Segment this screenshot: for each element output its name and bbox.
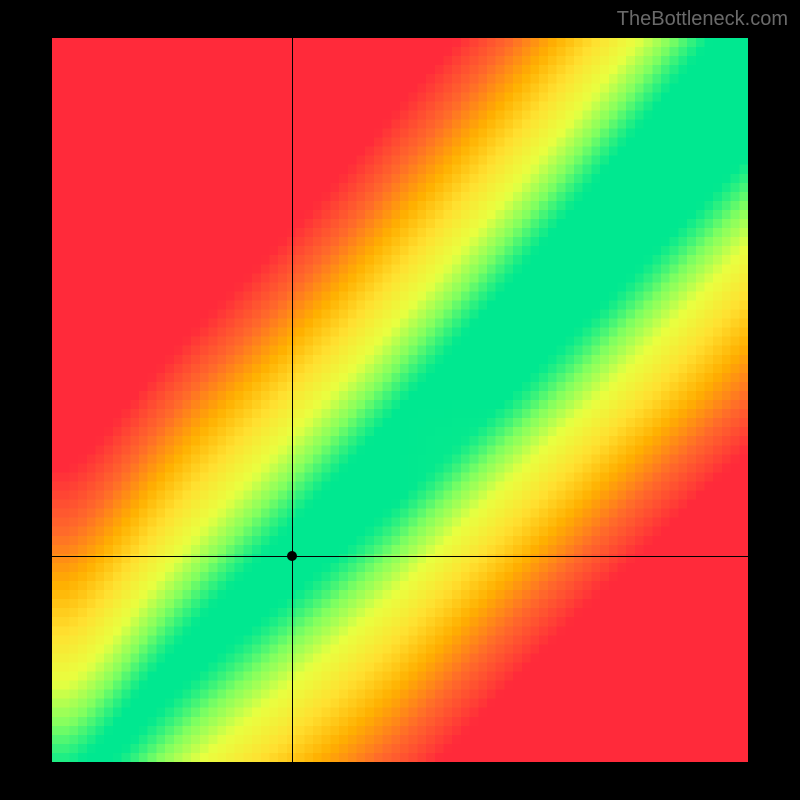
heatmap-plot-area [52, 38, 748, 762]
crosshair-vertical [292, 38, 293, 762]
watermark-text: TheBottleneck.com [617, 8, 788, 31]
heatmap-canvas [52, 38, 748, 762]
crosshair-horizontal [52, 556, 748, 557]
crosshair-marker [287, 551, 297, 561]
